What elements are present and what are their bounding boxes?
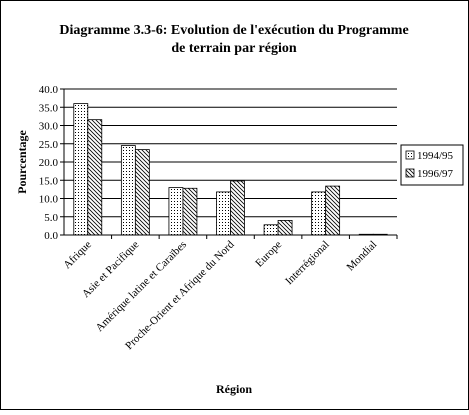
legend-label-1996-97: 1996/97: [417, 168, 454, 180]
bar-1996-97-3: [230, 180, 245, 236]
bar-1994-95-2: [168, 187, 184, 236]
y-tick-label: 20.0: [39, 157, 59, 169]
bar-1996-97-4: [277, 219, 293, 236]
bar-1996-97-0: [87, 119, 103, 236]
legend-swatch-1996-97: [405, 168, 415, 178]
bar-1994-95-5: [311, 191, 327, 236]
x-axis-title: Région: [216, 382, 252, 396]
bar-1996-97-2: [182, 187, 198, 236]
bar-1994-95-0: [73, 103, 89, 236]
y-tick-label: 40.0: [39, 84, 59, 96]
chart-title-line-1: Diagramme 3.3-6: Evolution de l'exécutio…: [59, 23, 408, 38]
y-tick-label: 10.0: [39, 194, 59, 206]
legend: 1994/95 1996/97: [400, 144, 464, 186]
y-tick-label: 15.0: [39, 175, 59, 187]
bar-1996-97-1: [134, 149, 150, 236]
bar-1994-95-4: [263, 224, 279, 236]
y-tick-label: 25.0: [39, 139, 59, 151]
bar-1996-97-5: [325, 185, 341, 236]
y-axis-title: Pourcentage: [15, 129, 29, 193]
y-tick-label: 0.0: [44, 230, 58, 242]
chart-title-line-2: de terrain par région: [171, 41, 297, 56]
legend-swatch-1994-95: [405, 150, 415, 160]
bar-1994-95-1: [120, 145, 136, 236]
y-tick-label: 5.0: [44, 212, 58, 224]
y-tick-label: 35.0: [39, 102, 59, 114]
y-tick-label: 30.0: [39, 121, 59, 133]
legend-label-1994-95: 1994/95: [417, 150, 454, 162]
bar-1994-95-3: [216, 191, 231, 236]
